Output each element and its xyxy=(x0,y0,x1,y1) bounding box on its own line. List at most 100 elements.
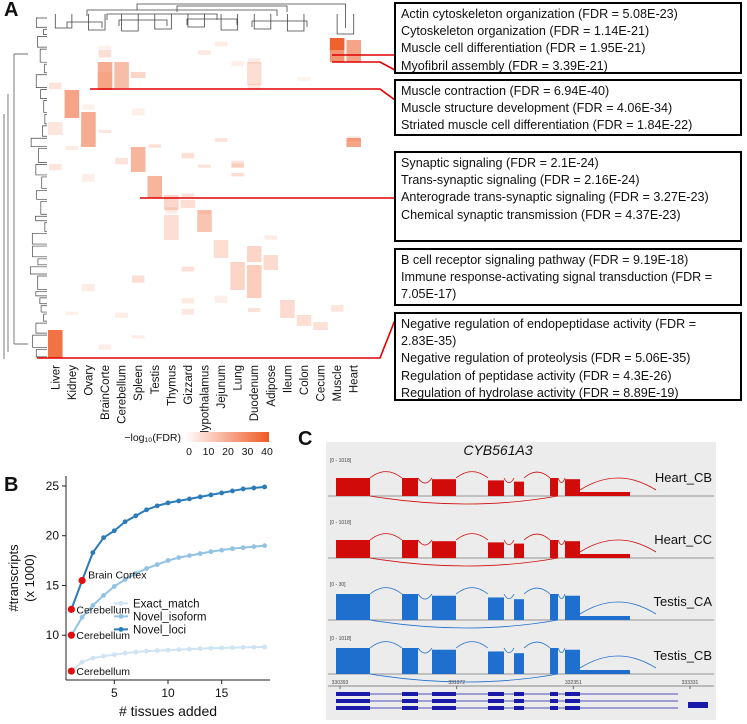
y-tick-label: 15 xyxy=(46,578,60,592)
heatmap-faint-cell xyxy=(231,163,244,168)
heatmap-cluster-cell xyxy=(346,138,361,147)
junction-arc xyxy=(523,533,551,541)
legend-colorbar xyxy=(185,432,269,442)
tissue-label: Ileum xyxy=(282,365,294,393)
dendrogram-link xyxy=(35,74,47,88)
dendrogram-link xyxy=(41,176,47,189)
exon-coverage xyxy=(565,595,580,620)
heatmap-area xyxy=(47,14,362,359)
data-point xyxy=(187,553,192,559)
data-point xyxy=(197,551,203,557)
dendrogram-link xyxy=(44,114,47,125)
exon-coverage xyxy=(488,651,504,674)
connector-line xyxy=(90,88,395,101)
junction-arcs xyxy=(369,641,657,683)
data-point xyxy=(111,584,117,589)
heatmap-cluster-cell xyxy=(48,122,63,135)
exon-coverage xyxy=(550,478,558,496)
exon-coverage xyxy=(514,543,524,558)
legend-tick: 10 xyxy=(203,446,215,458)
heatmap-cluster-cell xyxy=(246,265,262,298)
heatmap-cluster-cell xyxy=(329,50,345,62)
legend-label: Novel_loci xyxy=(133,624,186,636)
junction-arcs xyxy=(369,587,657,629)
dendrogram-link xyxy=(186,18,238,25)
junction-arc xyxy=(523,641,551,649)
transcripts-line-chart: 10 15 20 25 5 10 15 # tissues added #transcripts… xyxy=(6,476,270,719)
go-term: Actin cytoskeleton organization (FDR = 5… xyxy=(401,7,678,21)
heatmap-cluster-cell xyxy=(263,255,279,270)
junction-arc xyxy=(417,477,433,484)
heatmap-faint-cell xyxy=(98,129,112,133)
dendrogram-link xyxy=(35,349,47,358)
point-annotation: Brain Cortex xyxy=(88,569,147,581)
exon-coverage xyxy=(514,653,524,674)
go-box-brain: Synaptic signaling (FDR = 2.1E-24) Trans… xyxy=(394,151,742,242)
exon-coverage xyxy=(402,594,418,620)
heatmap-cluster-cell xyxy=(246,62,262,85)
heatmap-faint-cell xyxy=(98,45,112,50)
transcript-exon xyxy=(550,706,558,710)
exon-coverage xyxy=(565,649,580,674)
junction-arc xyxy=(369,619,559,629)
data-point xyxy=(240,644,246,650)
legend-tick: 30 xyxy=(242,446,254,458)
y-axis-title-unit: (x 1000) xyxy=(22,554,37,602)
y-tick-label: 25 xyxy=(46,479,60,493)
junction-arc xyxy=(523,471,551,479)
transcript-exon xyxy=(336,692,370,696)
data-point xyxy=(122,650,128,656)
legend-tick: 40 xyxy=(261,446,273,458)
heatmap-cluster-cell xyxy=(130,72,146,78)
data-point xyxy=(90,602,96,608)
transcript-exon xyxy=(514,706,524,710)
tissue-label: Ovary xyxy=(83,365,95,396)
exon-coverage xyxy=(488,480,504,496)
data-point xyxy=(144,648,149,654)
transcript-exon xyxy=(488,699,504,703)
heatmap-faint-cell xyxy=(214,295,228,303)
data-point xyxy=(240,545,246,551)
dendrogram-link xyxy=(136,3,346,28)
junction-arc xyxy=(503,593,515,600)
dendrogram-link xyxy=(40,89,47,99)
tissue-label: Jejunum xyxy=(216,365,228,408)
junction-arc xyxy=(417,593,433,600)
heatmap-faint-cell xyxy=(247,307,261,313)
tissue-label: Kidney xyxy=(67,365,79,400)
exon-coverage xyxy=(514,481,524,496)
junction-arc xyxy=(503,647,515,654)
heatmap-cluster-cell xyxy=(64,90,80,118)
transcript-exon xyxy=(550,699,558,703)
heatmap-cluster-cell xyxy=(329,38,345,50)
heatmap-faint-cell xyxy=(49,82,62,90)
heatmap-cluster-cell xyxy=(97,62,113,72)
tissue-label: Cecum xyxy=(316,365,328,401)
data-point xyxy=(133,649,139,655)
go-box-spleen: B cell receptor signaling pathway (FDR =… xyxy=(394,248,742,306)
point-annotation: Cerebellum xyxy=(76,630,130,642)
transcript-exon xyxy=(565,706,580,710)
transcript-exon xyxy=(336,706,370,710)
data-point xyxy=(187,496,192,502)
transcript-exon xyxy=(432,706,456,710)
exon-coverage xyxy=(550,594,558,620)
track-scale: [0 - 1018] xyxy=(330,458,352,464)
heatmap-faint-cell xyxy=(148,144,162,148)
transcript-exon xyxy=(514,692,524,696)
dendrogram-link xyxy=(44,63,47,74)
data-point xyxy=(79,614,85,620)
data-point xyxy=(165,647,171,653)
heatmap-faint-cell xyxy=(82,173,95,182)
dendrogram-link xyxy=(35,164,47,176)
legend-tick: 0 xyxy=(186,446,192,458)
exon-coverage xyxy=(550,540,558,558)
heatmap-faint-cell xyxy=(347,136,360,142)
heatmap-faint-cell xyxy=(181,193,195,197)
dendrogram-link xyxy=(32,334,47,348)
transcript-exon xyxy=(402,699,418,703)
heatmap-cluster-cell xyxy=(230,262,245,290)
heatmap-faint-cell xyxy=(65,311,79,315)
go-box-muscle: Muscle contraction (FDR = 6.94E-40) Musc… xyxy=(394,79,742,136)
y-tick-label: 10 xyxy=(46,628,60,642)
